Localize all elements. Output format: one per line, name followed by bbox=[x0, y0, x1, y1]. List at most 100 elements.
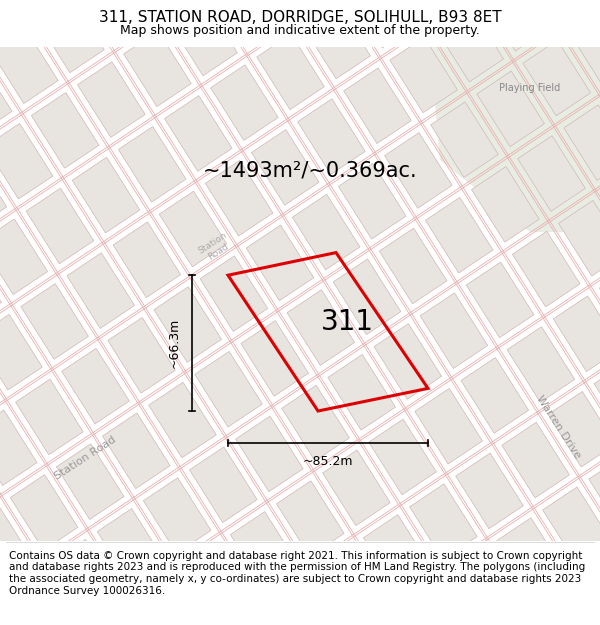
Text: ~66.3m: ~66.3m bbox=[167, 318, 181, 368]
Polygon shape bbox=[364, 515, 431, 590]
Polygon shape bbox=[184, 542, 252, 618]
Polygon shape bbox=[518, 136, 585, 211]
Polygon shape bbox=[507, 327, 575, 402]
Text: 311, STATION ROAD, DORRIDGE, SOLIHULL, B93 8ET: 311, STATION ROAD, DORRIDGE, SOLIHULL, B… bbox=[98, 10, 502, 25]
Polygon shape bbox=[410, 484, 477, 559]
Polygon shape bbox=[251, 129, 319, 205]
Polygon shape bbox=[16, 379, 83, 455]
Polygon shape bbox=[190, 447, 257, 522]
Polygon shape bbox=[461, 357, 529, 433]
Polygon shape bbox=[431, 102, 499, 178]
Polygon shape bbox=[0, 0, 17, 39]
Polygon shape bbox=[124, 31, 191, 107]
Polygon shape bbox=[390, 37, 457, 112]
Polygon shape bbox=[404, 579, 472, 625]
Polygon shape bbox=[51, 539, 119, 615]
Text: Playing Field: Playing Field bbox=[499, 83, 560, 93]
Polygon shape bbox=[225, 607, 293, 625]
Polygon shape bbox=[56, 444, 124, 519]
Polygon shape bbox=[10, 474, 78, 550]
Polygon shape bbox=[246, 225, 314, 301]
Polygon shape bbox=[129, 0, 197, 11]
Polygon shape bbox=[430, 47, 600, 232]
Polygon shape bbox=[31, 92, 99, 168]
Polygon shape bbox=[451, 549, 518, 624]
Polygon shape bbox=[323, 450, 390, 526]
Text: ~85.2m: ~85.2m bbox=[303, 455, 353, 468]
Polygon shape bbox=[62, 348, 129, 424]
Text: Map shows position and indicative extent of the property.: Map shows position and indicative extent… bbox=[120, 24, 480, 36]
Polygon shape bbox=[328, 354, 395, 430]
Polygon shape bbox=[103, 413, 170, 489]
Polygon shape bbox=[599, 265, 600, 341]
Polygon shape bbox=[497, 518, 564, 593]
Polygon shape bbox=[415, 388, 482, 464]
Polygon shape bbox=[0, 410, 37, 486]
Polygon shape bbox=[385, 132, 452, 208]
Polygon shape bbox=[37, 0, 104, 72]
Polygon shape bbox=[456, 453, 523, 529]
Text: Contains OS data © Crown copyright and database right 2021. This information is : Contains OS data © Crown copyright and d… bbox=[9, 551, 585, 596]
Polygon shape bbox=[0, 314, 43, 390]
Polygon shape bbox=[72, 158, 140, 233]
Polygon shape bbox=[349, 0, 416, 48]
Polygon shape bbox=[21, 284, 88, 359]
Polygon shape bbox=[282, 385, 349, 461]
Polygon shape bbox=[200, 256, 268, 331]
Polygon shape bbox=[472, 166, 539, 242]
Polygon shape bbox=[553, 296, 600, 371]
Polygon shape bbox=[542, 487, 600, 562]
Polygon shape bbox=[257, 34, 325, 109]
Polygon shape bbox=[195, 351, 262, 427]
Polygon shape bbox=[420, 293, 488, 369]
Polygon shape bbox=[205, 161, 273, 236]
Polygon shape bbox=[317, 546, 385, 621]
Polygon shape bbox=[216, 0, 284, 45]
Polygon shape bbox=[0, 59, 12, 134]
Polygon shape bbox=[559, 201, 600, 276]
Polygon shape bbox=[236, 416, 303, 492]
Polygon shape bbox=[466, 262, 534, 338]
Polygon shape bbox=[143, 478, 211, 553]
Polygon shape bbox=[97, 509, 165, 584]
Polygon shape bbox=[262, 0, 329, 14]
Polygon shape bbox=[149, 382, 216, 458]
Polygon shape bbox=[436, 6, 503, 82]
Polygon shape bbox=[425, 198, 493, 273]
Polygon shape bbox=[77, 62, 145, 138]
Polygon shape bbox=[83, 0, 151, 42]
Polygon shape bbox=[211, 65, 278, 141]
Polygon shape bbox=[230, 512, 298, 588]
Polygon shape bbox=[271, 576, 339, 625]
Polygon shape bbox=[512, 231, 580, 307]
Polygon shape bbox=[292, 194, 360, 270]
Polygon shape bbox=[0, 506, 32, 581]
Text: 311: 311 bbox=[321, 308, 374, 336]
Text: Station Road: Station Road bbox=[52, 435, 118, 482]
Polygon shape bbox=[491, 613, 559, 625]
Polygon shape bbox=[159, 191, 227, 267]
Polygon shape bbox=[379, 228, 447, 304]
Polygon shape bbox=[5, 570, 73, 625]
Polygon shape bbox=[369, 419, 436, 495]
Polygon shape bbox=[287, 290, 355, 366]
Polygon shape bbox=[241, 321, 308, 396]
Polygon shape bbox=[338, 164, 406, 239]
Polygon shape bbox=[92, 604, 160, 625]
Polygon shape bbox=[477, 71, 544, 147]
Polygon shape bbox=[594, 361, 600, 436]
Polygon shape bbox=[138, 573, 206, 625]
Polygon shape bbox=[344, 68, 412, 144]
Polygon shape bbox=[118, 126, 186, 202]
Polygon shape bbox=[0, 219, 47, 294]
Polygon shape bbox=[0, 154, 7, 230]
Text: Station
Road: Station Road bbox=[196, 231, 234, 264]
Polygon shape bbox=[67, 253, 134, 328]
Text: ~1493m²/~0.369ac.: ~1493m²/~0.369ac. bbox=[203, 160, 418, 180]
Polygon shape bbox=[0, 250, 1, 326]
Polygon shape bbox=[538, 582, 600, 625]
Polygon shape bbox=[584, 552, 600, 625]
Polygon shape bbox=[482, 0, 550, 51]
Polygon shape bbox=[523, 40, 590, 116]
Polygon shape bbox=[164, 96, 232, 171]
